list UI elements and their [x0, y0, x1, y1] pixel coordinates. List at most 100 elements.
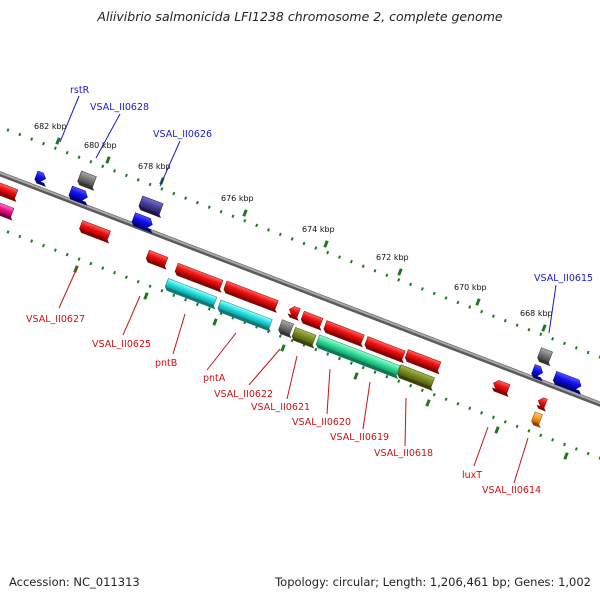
tick-dot	[551, 438, 555, 442]
tick-dot	[314, 347, 318, 352]
tick-dot	[6, 128, 10, 132]
major-tick	[425, 399, 431, 407]
gene-block-seagreen	[315, 334, 401, 379]
gene-block-purple	[138, 195, 164, 218]
major-tick	[55, 137, 61, 145]
gene-block-red	[145, 249, 169, 270]
gene-label: rstR	[70, 85, 90, 96]
tick-label: 682 kbp	[34, 122, 67, 131]
leader-line	[159, 140, 181, 187]
gene-label: VSAL_II0625	[92, 339, 151, 350]
gene-block-red	[491, 380, 511, 397]
tick-label: 680 kbp	[84, 141, 117, 150]
gene-block-cyan	[164, 278, 218, 310]
tick-dot	[65, 252, 69, 257]
major-tick	[475, 298, 481, 306]
gene-block-magenta	[0, 200, 15, 221]
gene-block-gray	[537, 347, 553, 367]
tick-dot	[491, 415, 495, 420]
tick-dot	[574, 346, 578, 350]
tick-dot	[539, 332, 543, 337]
tick-dot	[539, 433, 543, 438]
tick-dot	[113, 169, 117, 173]
tick-dot	[586, 451, 590, 456]
tick-label: 670 kbp	[454, 283, 487, 292]
gene-label: luxT	[462, 470, 482, 481]
tick-dot	[515, 323, 519, 327]
tick-dot	[160, 187, 164, 191]
gene-layer	[0, 170, 582, 428]
tick-dot	[101, 164, 105, 169]
major-tick	[541, 324, 547, 332]
tick-dot	[338, 356, 341, 361]
backbone-highlight	[0, 171, 600, 405]
tick-dot	[456, 402, 460, 406]
gene-block-red	[287, 306, 301, 321]
tick-dot	[349, 259, 353, 264]
tick-dot	[456, 300, 460, 305]
gene-label: VSAL_II0619	[330, 432, 389, 443]
leader-line	[473, 426, 489, 467]
gene-label: pntB	[155, 358, 177, 369]
tick-dot	[432, 291, 436, 296]
gene-block-red	[79, 220, 111, 244]
tick-dot	[207, 307, 211, 311]
tick-dot	[42, 141, 45, 146]
leader-line	[248, 348, 281, 386]
gene-block-blue	[531, 364, 543, 382]
gene-label: VSAL_II0614	[482, 485, 541, 496]
tick-label: 672 kbp	[376, 253, 409, 262]
tick-label: 674 kbp	[302, 225, 335, 234]
tick-dot	[243, 219, 247, 223]
gene-block-olive	[291, 327, 317, 349]
gene-block-blue	[552, 370, 582, 395]
major-tick	[494, 426, 500, 434]
tick-label: 678 kbp	[138, 162, 171, 171]
major-tick	[73, 265, 79, 273]
tick-dot	[18, 234, 22, 239]
leader-line	[326, 368, 331, 415]
gene-block-blue	[131, 212, 153, 234]
tick-dot	[124, 173, 128, 178]
tick-dot	[326, 250, 330, 255]
tick-dot	[444, 296, 448, 300]
tick-dot	[468, 406, 472, 411]
tick-dot	[361, 365, 365, 370]
tick-dot	[172, 191, 176, 196]
gene-block-cyan	[217, 299, 273, 332]
tick-dot	[586, 350, 590, 355]
leader-line	[206, 332, 237, 371]
gene-block-red	[300, 310, 324, 331]
major-tick	[323, 240, 329, 248]
tick-dot	[77, 257, 81, 261]
gene-block-red	[323, 320, 365, 348]
tick-dot	[373, 370, 377, 374]
tick-dot	[184, 196, 188, 200]
gene-block-red	[174, 262, 224, 293]
tick-dot	[373, 268, 377, 273]
leader-line	[59, 95, 80, 143]
tick-dot	[349, 361, 353, 365]
leader-line	[513, 437, 529, 484]
tick-dot	[574, 447, 578, 451]
gene-label: pntA	[203, 373, 226, 384]
tick-dot	[172, 293, 176, 298]
tick-dot	[563, 341, 566, 346]
tick-dot	[89, 160, 93, 164]
tick-dot	[563, 442, 566, 447]
gene-label: VSAL_II0626	[153, 129, 212, 140]
major-tick	[105, 156, 111, 164]
tick-dot	[136, 279, 140, 284]
gene-block-blue	[34, 170, 46, 187]
map-title: Aliivibrio salmonicida LFI1238 chromosom…	[97, 9, 503, 24]
tick-label: 676 kbp	[221, 194, 254, 203]
accession-text: Accession: NC_011313	[9, 575, 140, 589]
tick-dot	[338, 255, 341, 259]
tick-dot	[18, 132, 22, 137]
tick-dot	[491, 314, 495, 318]
tick-dot	[290, 237, 294, 241]
tick-dot	[397, 278, 401, 282]
gene-block-red	[0, 181, 19, 203]
tick-dot	[160, 289, 164, 293]
